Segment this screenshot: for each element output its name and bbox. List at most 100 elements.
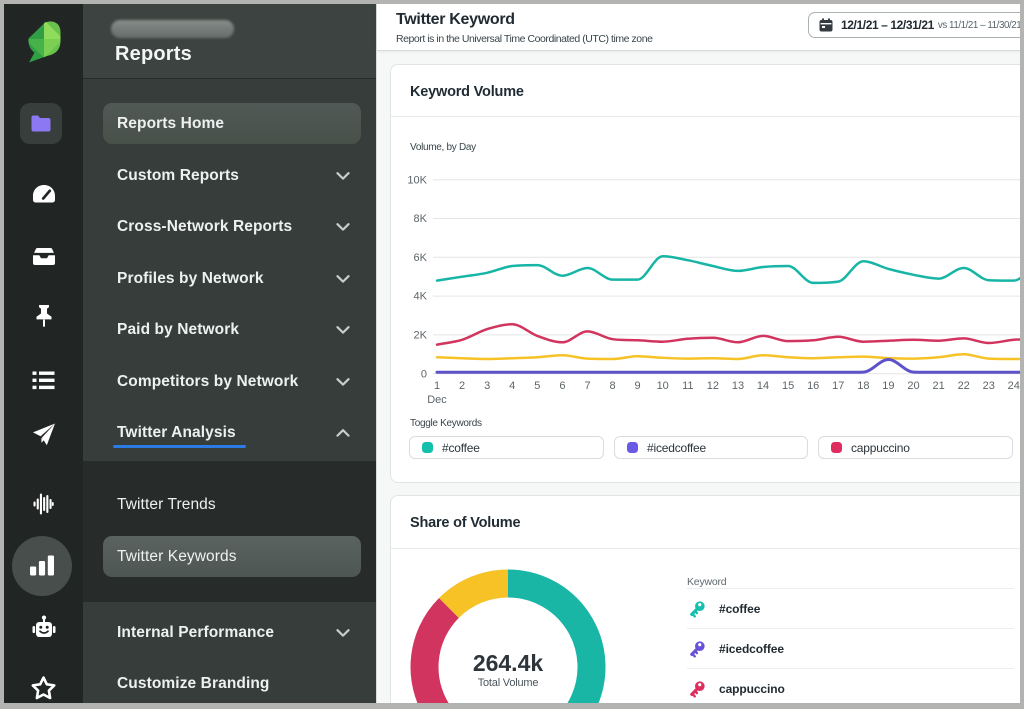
svg-text:14: 14 bbox=[757, 380, 769, 392]
keyword-color-swatch bbox=[422, 442, 433, 453]
keyword-toggle-coffee[interactable]: #coffee bbox=[409, 436, 604, 459]
keyword-color-swatch bbox=[831, 442, 842, 453]
keyword-row-cappuccino[interactable]: cappuccino bbox=[687, 668, 1014, 708]
keyword-volume-card: Keyword Volume Volume, by Day 0 2K 4K 6K 8K 1… bbox=[390, 64, 1024, 483]
keyword-toggle-icedcoffee[interactable]: #icedcoffee bbox=[614, 436, 808, 459]
svg-text:23: 23 bbox=[983, 380, 995, 392]
svg-text:16: 16 bbox=[807, 380, 819, 392]
gauge-icon bbox=[32, 185, 55, 203]
keyword-list-header: Keyword bbox=[687, 576, 727, 588]
svg-text:4: 4 bbox=[509, 380, 515, 392]
chevron-down-icon bbox=[336, 223, 350, 231]
rail-item-send[interactable] bbox=[4, 422, 83, 446]
list-icon bbox=[32, 371, 55, 389]
sidebar-item-cross-network-reports[interactable]: Cross-Network Reports bbox=[103, 207, 361, 248]
rail-item-reports-active[interactable] bbox=[20, 103, 62, 144]
chart-axis-title: Volume, by Day bbox=[410, 142, 476, 153]
paper-plane-icon bbox=[32, 423, 55, 445]
card-title: Keyword Volume bbox=[410, 84, 524, 100]
robot-icon bbox=[32, 615, 55, 637]
key-icon bbox=[690, 680, 705, 698]
share-of-volume-card: Share of Volume 264.4k Total Volume Keyw… bbox=[390, 495, 1024, 709]
rail-item-inbox[interactable] bbox=[4, 243, 83, 269]
key-icon bbox=[690, 640, 705, 658]
chevron-up-icon bbox=[336, 429, 350, 437]
svg-text:10: 10 bbox=[657, 380, 669, 392]
sidebar-item-competitors-by-network[interactable]: Competitors by Network bbox=[103, 361, 361, 402]
rail-item-automation[interactable] bbox=[4, 613, 83, 641]
svg-text:8K: 8K bbox=[414, 213, 428, 225]
svg-text:6K: 6K bbox=[414, 252, 428, 264]
chevron-down-icon bbox=[336, 326, 350, 334]
svg-text:18: 18 bbox=[857, 380, 869, 392]
sprout-leaf-icon bbox=[28, 21, 60, 63]
sidebar-item-custom-reports[interactable]: Custom Reports bbox=[103, 155, 361, 196]
calendar-icon bbox=[819, 18, 833, 32]
rail-item-reports-highlight[interactable] bbox=[12, 535, 72, 596]
sidebar-item-twitter-analysis[interactable]: Twitter Analysis bbox=[103, 413, 361, 454]
rail-item-listening[interactable] bbox=[4, 492, 83, 516]
svg-text:9: 9 bbox=[635, 380, 641, 392]
svg-text:22: 22 bbox=[958, 380, 970, 392]
sidebar-header: Reports bbox=[83, 4, 376, 79]
svg-text:17: 17 bbox=[832, 380, 844, 392]
chevron-down-icon bbox=[336, 274, 350, 283]
svg-text:13: 13 bbox=[732, 380, 744, 392]
sidebar-item-twitter-trends[interactable]: Twitter Trends bbox=[117, 496, 216, 513]
rail-item-publishing[interactable] bbox=[4, 302, 83, 330]
svg-text:2: 2 bbox=[459, 380, 465, 392]
rail-item-favorites[interactable] bbox=[4, 674, 83, 702]
report-header: Twitter Keyword Report is in the Univers… bbox=[377, 4, 1024, 51]
rail-item-dashboard[interactable] bbox=[4, 181, 83, 207]
sidebar-item-reports-home[interactable]: Reports Home bbox=[103, 103, 361, 144]
sidebar-item-internal-performance[interactable]: Internal Performance bbox=[103, 613, 361, 654]
pin-icon bbox=[36, 304, 51, 327]
key-icon bbox=[690, 600, 705, 618]
svg-text:3: 3 bbox=[484, 380, 490, 392]
date-range-primary: 12/1/21 – 12/31/21 bbox=[841, 18, 934, 32]
icon-rail bbox=[4, 4, 83, 709]
rail-item-tasks[interactable] bbox=[4, 367, 83, 393]
keyword-row-coffee[interactable]: #coffee bbox=[687, 588, 1014, 628]
active-section-underline bbox=[113, 445, 246, 448]
keyword-row-icedcoffee[interactable]: #icedcoffee bbox=[687, 628, 1014, 668]
svg-text:4K: 4K bbox=[414, 291, 428, 303]
chevron-down-icon bbox=[336, 171, 350, 180]
svg-text:Dec: Dec bbox=[427, 394, 447, 406]
donut-total-label: Total Volume bbox=[477, 677, 539, 689]
svg-text:2K: 2K bbox=[414, 330, 428, 342]
keyword-color-swatch bbox=[627, 442, 638, 453]
card-title: Share of Volume bbox=[410, 515, 521, 531]
svg-text:19: 19 bbox=[882, 380, 894, 392]
svg-text:6: 6 bbox=[559, 380, 565, 392]
svg-text:5: 5 bbox=[534, 380, 540, 392]
date-range-button[interactable]: 12/1/21 – 12/31/21 vs 11/1/21 – 11/30/21 bbox=[808, 12, 1024, 38]
keyword-toggle-cappuccino[interactable]: cappuccino bbox=[818, 436, 1013, 459]
donut-total-value: 264.4k bbox=[472, 650, 544, 676]
keyword-toggle-clipped[interactable] bbox=[1020, 436, 1024, 459]
sidebar-title: Reports bbox=[115, 43, 192, 65]
sidebar-item-twitter-keywords[interactable]: Twitter Keywords bbox=[103, 536, 361, 577]
svg-text:8: 8 bbox=[610, 380, 616, 392]
folder-icon bbox=[31, 115, 51, 132]
sidebar-item-customize-branding[interactable]: Customize Branding bbox=[117, 675, 270, 692]
twitter-analysis-submenu: Twitter Trends Twitter Keywords bbox=[83, 461, 376, 602]
page-subtitle: Report is in the Universal Time Coordina… bbox=[396, 33, 653, 45]
date-range-comparison: vs 11/1/21 – 11/30/21 bbox=[937, 19, 1022, 31]
sidebar-item-profiles-by-network[interactable]: Profiles by Network bbox=[103, 258, 361, 299]
svg-text:15: 15 bbox=[782, 380, 794, 392]
sprout-logo[interactable] bbox=[4, 18, 83, 66]
bar-chart-icon bbox=[30, 555, 54, 576]
waveform-icon bbox=[33, 493, 54, 515]
chevron-down-icon bbox=[336, 377, 350, 386]
svg-text:12: 12 bbox=[707, 380, 719, 392]
svg-text:11: 11 bbox=[682, 380, 693, 392]
svg-text:21: 21 bbox=[932, 380, 944, 392]
reports-sidebar: Reports Reports Home Custom Reports Cros… bbox=[83, 4, 376, 709]
page-title: Twitter Keyword bbox=[396, 11, 515, 28]
inbox-icon bbox=[31, 247, 56, 265]
main-content: Twitter Keyword Report is in the Univers… bbox=[376, 4, 1024, 709]
sidebar-item-paid-by-network[interactable]: Paid by Network bbox=[103, 310, 361, 351]
